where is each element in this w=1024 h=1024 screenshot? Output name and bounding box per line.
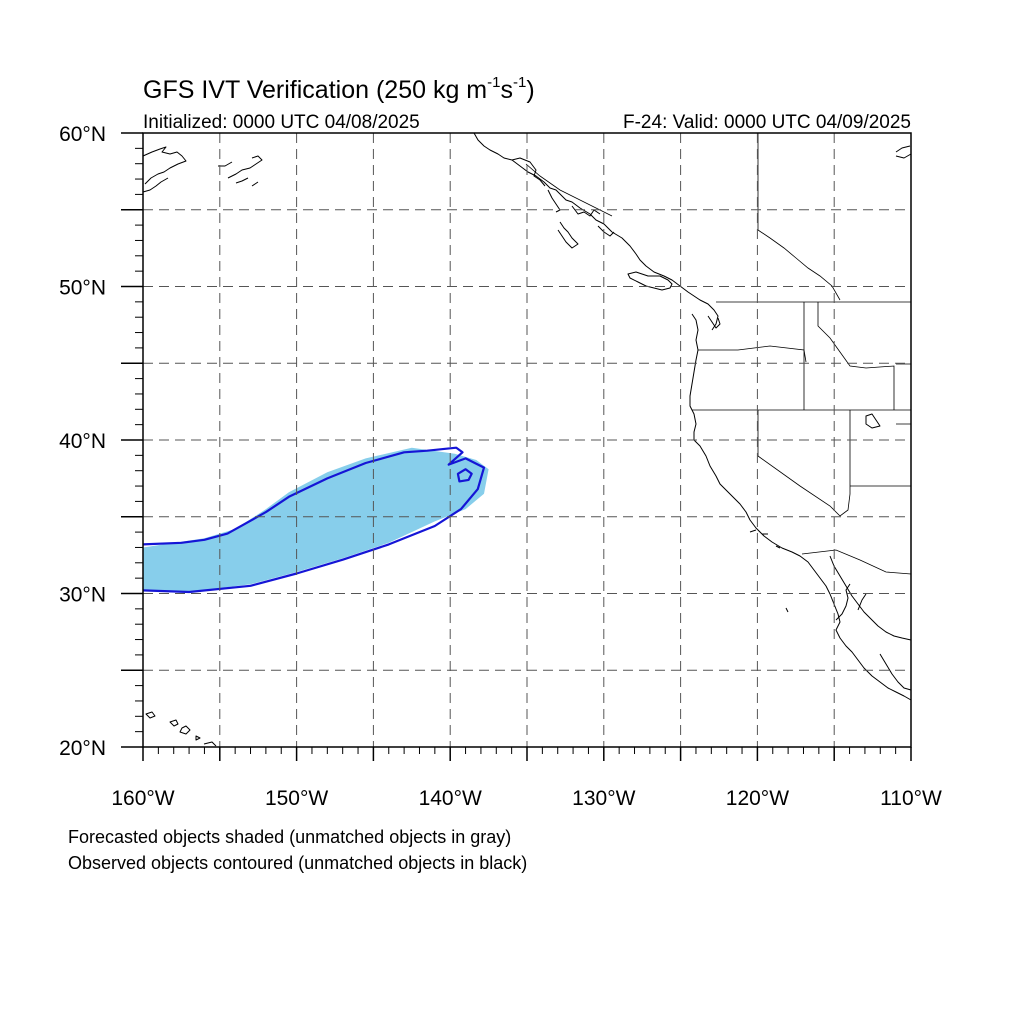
- valid-time: F-24: Valid: 0000 UTC 04/09/2025: [623, 112, 911, 133]
- forecast-object-fill: [143, 447, 489, 592]
- idaho-border: [803, 302, 895, 410]
- axis-ticks: [121, 132, 912, 761]
- us-west-coast: [689, 313, 912, 701]
- lat-label: 20°N: [59, 737, 106, 760]
- lat-label: 40°N: [59, 430, 106, 453]
- lon-label: 160°W: [111, 787, 174, 810]
- channel-islands: [749, 529, 789, 613]
- map-title: GFS IVT Verification (250 kg m-1s-1): [143, 74, 535, 104]
- nevada-border: [757, 410, 851, 517]
- political-borders: [525, 133, 912, 575]
- alaska-panhandle-islands: [511, 157, 615, 249]
- lon-label: 110°W: [880, 787, 942, 810]
- lon-label: 140°W: [419, 787, 482, 810]
- lon-label: 130°W: [572, 787, 635, 810]
- observed-object-contour: [142, 446, 486, 594]
- mexico-mainland-coast: [879, 653, 912, 691]
- wa-or-border: [698, 345, 807, 363]
- bc-coast: [611, 231, 719, 331]
- coastlines: [142, 132, 912, 747]
- title-sup2: -1: [513, 74, 526, 91]
- puget-sound: [707, 315, 721, 329]
- lat-label: 50°N: [59, 277, 106, 300]
- us-mexico-border: [801, 549, 912, 575]
- footer-forecast-note: Forecasted objects shaded (unmatched obj…: [68, 827, 512, 847]
- utah-az-border: [850, 363, 911, 487]
- alaska-canada-border: [525, 163, 613, 217]
- alaska-coast: [142, 132, 613, 233]
- title-close: ): [526, 76, 534, 104]
- map-area: [121, 132, 912, 761]
- lat-label: 30°N: [59, 584, 106, 607]
- title-mid: s: [500, 76, 513, 104]
- lat-label: 60°N: [59, 123, 106, 146]
- title-sup1: -1: [487, 74, 500, 91]
- longitude-labels: 160°W 150°W 140°W 130°W 120°W 110°W: [111, 787, 942, 810]
- lon-label: 150°W: [265, 787, 328, 810]
- observed-object-inner-contour: [456, 468, 473, 483]
- graticule: [143, 133, 911, 747]
- great-salt-lake: [865, 413, 881, 429]
- bc-alberta-border: [757, 133, 841, 301]
- aleutian-east: [895, 145, 912, 159]
- latitude-labels: 20°N 30°N 40°N 50°N 60°N: [59, 123, 106, 760]
- title-main: GFS IVT Verification (250 kg m: [143, 76, 487, 104]
- initialized-time: Initialized: 0000 UTC 04/08/2025: [143, 112, 420, 133]
- footer-observed-note: Observed objects contoured (unmatched ob…: [68, 853, 528, 873]
- lon-label: 120°W: [726, 787, 789, 810]
- hawaii-islands: [145, 711, 217, 747]
- gulf-of-california-coast: [829, 555, 912, 641]
